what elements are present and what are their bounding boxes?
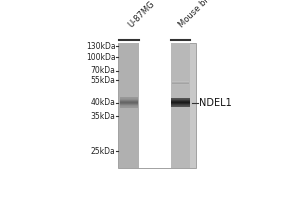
Bar	[172, 81, 189, 82]
Bar	[171, 98, 190, 99]
Bar	[120, 107, 138, 108]
Bar	[171, 99, 190, 100]
Bar	[172, 83, 189, 84]
Bar	[120, 102, 138, 103]
Bar	[120, 105, 138, 106]
Bar	[171, 104, 190, 105]
Text: 55kDa: 55kDa	[91, 76, 116, 85]
Text: 40kDa: 40kDa	[91, 98, 116, 107]
Bar	[118, 43, 196, 168]
Text: U-87MG: U-87MG	[126, 0, 156, 29]
Bar	[120, 99, 138, 100]
Bar	[120, 103, 138, 104]
Bar	[120, 105, 138, 106]
Text: 35kDa: 35kDa	[91, 112, 116, 121]
Bar	[171, 102, 190, 103]
Bar	[172, 82, 189, 83]
Bar	[172, 81, 189, 82]
Bar	[172, 81, 189, 82]
Bar	[120, 106, 138, 107]
Bar	[171, 102, 190, 103]
Bar	[171, 103, 190, 104]
Bar	[171, 105, 190, 106]
Bar	[172, 82, 189, 83]
Bar	[120, 99, 138, 100]
Bar	[119, 43, 139, 168]
Bar	[120, 102, 138, 103]
Bar	[120, 98, 138, 99]
Bar	[172, 84, 189, 85]
Bar	[120, 104, 138, 105]
Bar	[171, 98, 190, 99]
Text: 130kDa: 130kDa	[86, 42, 116, 51]
Bar	[171, 101, 190, 102]
Bar	[171, 99, 190, 100]
Bar	[120, 100, 138, 101]
Bar	[120, 101, 138, 102]
Bar	[171, 106, 190, 107]
Bar	[120, 97, 138, 98]
Bar	[172, 82, 189, 83]
Text: 25kDa: 25kDa	[91, 147, 116, 156]
Bar	[120, 106, 138, 107]
Text: 100kDa: 100kDa	[86, 53, 116, 62]
Bar	[139, 43, 171, 168]
Text: NDEL1: NDEL1	[199, 98, 232, 108]
Bar	[120, 101, 138, 102]
Text: Mouse brain: Mouse brain	[177, 0, 220, 29]
Bar	[172, 84, 189, 85]
Bar	[171, 43, 190, 168]
Bar	[171, 101, 190, 102]
Bar	[171, 105, 190, 106]
Bar	[120, 103, 138, 104]
Bar	[120, 100, 138, 101]
Bar	[171, 100, 190, 101]
Bar	[172, 84, 189, 85]
Bar	[172, 83, 189, 84]
Bar	[120, 104, 138, 105]
Bar	[171, 104, 190, 105]
Text: 70kDa: 70kDa	[91, 66, 116, 75]
Bar	[120, 98, 138, 99]
